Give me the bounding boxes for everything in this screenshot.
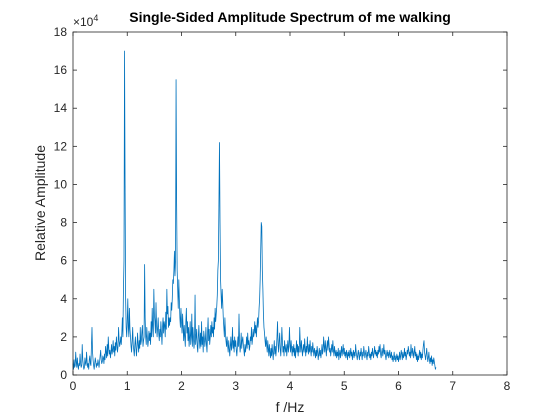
y-tick-label: 10 [54, 177, 68, 191]
y-exponent-power: 4 [93, 13, 98, 23]
x-tick-label: 3 [232, 379, 239, 393]
plot-area [73, 32, 507, 375]
x-tick-label: 8 [504, 379, 511, 393]
y-tick-label: 14 [54, 101, 68, 115]
x-tick-label: 5 [341, 379, 348, 393]
x-tick-label: 2 [178, 379, 185, 393]
y-tick-label: 12 [54, 139, 68, 153]
y-tick-label: 2 [60, 330, 67, 344]
x-tick-label: 7 [449, 379, 456, 393]
x-tick-label: 0 [70, 379, 77, 393]
series-layer [72, 50, 437, 370]
y-tick-label: 6 [60, 254, 67, 268]
y-axis-label: Relative Amplitude [32, 145, 48, 261]
x-tick-label: 6 [395, 379, 402, 393]
chart-title: Single-Sided Amplitude Spectrum of me wa… [129, 9, 451, 25]
y-tick-label: 8 [60, 216, 67, 230]
y-tick-label: 18 [54, 25, 68, 39]
x-axis-label: f /Hz [276, 399, 305, 415]
y-tick-label: 16 [54, 63, 68, 77]
y-exponent-base: ×10 [73, 15, 94, 29]
y-exponent-label: ×104 [73, 13, 98, 29]
x-tick-label: 4 [287, 379, 294, 393]
y-tick-label: 4 [60, 292, 67, 306]
y-tick-label: 0 [60, 368, 67, 382]
spectrum-line [72, 50, 437, 370]
x-tick-label: 1 [124, 379, 131, 393]
